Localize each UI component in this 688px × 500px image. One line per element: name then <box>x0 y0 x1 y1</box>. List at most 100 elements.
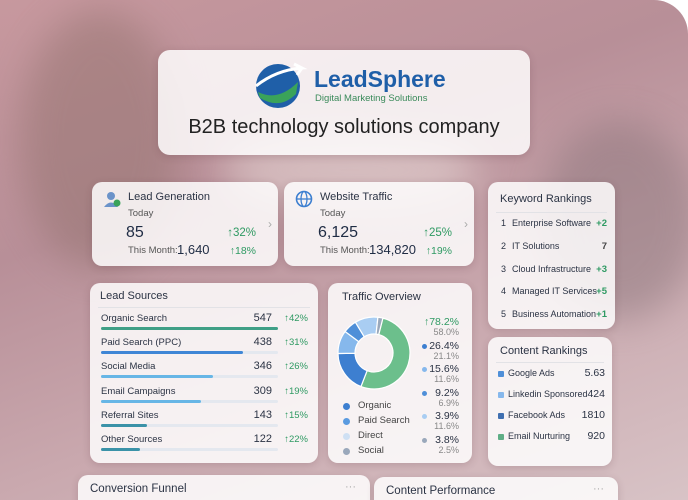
today-change: ↑25% <box>423 227 452 239</box>
stat-change: 26.4% <box>429 339 459 352</box>
source-value: 309 <box>253 384 272 397</box>
website-traffic-card[interactable]: Website Traffic Today 6,125 ↑25% This Month:… <box>284 182 474 266</box>
content-name: Google Ads <box>508 368 555 378</box>
stat-change: 3.8% <box>435 433 459 446</box>
card-title: Lead Sources <box>100 290 168 302</box>
card-title: Content Rankings <box>500 345 588 357</box>
content-value: 920 <box>587 430 605 442</box>
card-title: Lead Generation <box>128 191 210 203</box>
rank-change: +1 <box>596 309 607 321</box>
rank: 5 <box>501 309 507 320</box>
legend-label: Social <box>358 445 384 456</box>
card-title: Content Performance <box>386 485 496 497</box>
legend-label: Paid Search <box>358 415 410 426</box>
donut-segment <box>375 316 384 336</box>
donut-chart <box>337 316 411 390</box>
card-title: Conversion Funnel <box>90 483 187 495</box>
card-title: Traffic Overview <box>342 291 421 303</box>
stat-share: 11.6% <box>434 421 459 431</box>
progress-bar <box>101 351 243 355</box>
stat-dot <box>422 343 427 349</box>
rank-change: +5 <box>596 286 607 298</box>
stat-change: 9.2% <box>435 386 459 399</box>
source-value: 143 <box>253 408 272 421</box>
source-change: ↑26% <box>284 361 308 373</box>
source-change: ↑19% <box>284 385 308 397</box>
legend-dot <box>343 448 350 455</box>
stat-share: 58.0% <box>433 327 459 337</box>
card-title: Website Traffic <box>320 191 393 203</box>
donut-segment <box>360 317 411 390</box>
stat-share: 2.5% <box>438 444 459 455</box>
stat-dot <box>422 367 427 372</box>
donut-segment <box>337 352 368 388</box>
today-value: 85 <box>126 224 144 241</box>
month-change: ↑19% <box>425 245 452 257</box>
progress-track <box>101 448 278 451</box>
month-label: This Month: <box>128 245 178 256</box>
legend-dot <box>343 433 350 440</box>
source-value: 438 <box>253 336 272 349</box>
month-change: ↑18% <box>229 245 256 257</box>
color-square <box>498 413 504 419</box>
card-title: Keyword Rankings <box>500 193 592 205</box>
stat-change: 15.6% <box>429 363 459 375</box>
stat-change: ↑78.2% <box>423 316 459 328</box>
more-dots: ··· <box>345 481 356 493</box>
rank: 2 <box>501 240 507 251</box>
progress-bar <box>101 448 141 451</box>
header-title: B2B technology solutions company <box>188 116 500 138</box>
legend-dot <box>343 403 350 410</box>
content-rankings-card: Content Rankings Google Ads 5.63 Linkedin S… <box>488 337 612 466</box>
traffic-overview-card: Traffic Overview ↑78.2% 58.0% 26.4% 21.1% 15.… <box>328 283 472 463</box>
keyword: Cloud Infrastructure <box>512 263 592 274</box>
source-value: 346 <box>253 360 272 373</box>
rank-change: 7 <box>601 240 607 252</box>
stat-share: 11.6% <box>434 374 459 384</box>
source-name: Organic Search <box>101 313 168 324</box>
month-label: This Month: <box>320 245 370 256</box>
rank-change: +3 <box>596 263 607 275</box>
period: Today <box>320 208 346 219</box>
divider <box>496 362 604 363</box>
content-name: Email Nurturing <box>508 431 571 441</box>
person-icon <box>104 192 121 207</box>
keyword: Business Automation <box>512 309 597 320</box>
progress-bar <box>101 399 201 403</box>
stat-dot <box>422 414 427 419</box>
lead-generation-card[interactable]: Lead Generation Today 85 ↑32% This Month: 1,6… <box>92 182 278 266</box>
color-square <box>498 434 504 440</box>
header-card: LeadSphere Digital Marketing Solutions B… <box>158 50 530 155</box>
progress-bar <box>101 423 148 427</box>
legend-label: Organic <box>358 400 392 411</box>
color-square <box>498 392 504 398</box>
keyword: IT Solutions <box>512 240 560 251</box>
today-change: ↑32% <box>227 227 256 239</box>
progress-track <box>101 423 278 427</box>
keyword: Managed IT Services <box>512 286 597 297</box>
legend-label: Direct <box>358 430 383 441</box>
stat-share: 21.1% <box>433 350 459 361</box>
month-value: 134,820 <box>369 242 416 257</box>
content-name: Facebook Ads <box>508 410 566 420</box>
source-name: Paid Search (PPC) <box>101 337 182 349</box>
chevron: › <box>268 217 272 231</box>
source-change: ↑22% <box>284 434 308 445</box>
divider <box>98 307 310 308</box>
period: Today <box>128 208 154 219</box>
tagline: Digital Marketing Solutions <box>315 93 428 104</box>
progress-bar <box>101 375 213 379</box>
divider <box>496 212 607 213</box>
rank-change: +2 <box>596 218 607 229</box>
globe-icon <box>295 190 313 208</box>
progress-bar <box>101 327 278 330</box>
source-name: Email Campaigns <box>101 385 176 397</box>
logo-text: LeadSphere <box>314 66 446 92</box>
lead-sources-card: Lead Sources Organic Search 547 ↑42% Paid Se… <box>90 283 318 463</box>
content-value: 5.63 <box>584 367 605 379</box>
content-value: 424 <box>587 388 605 400</box>
logo-icon <box>255 62 308 108</box>
month-value: 1,640 <box>177 242 210 257</box>
source-change: ↑42% <box>284 313 308 324</box>
content-value: 1810 <box>581 409 605 421</box>
